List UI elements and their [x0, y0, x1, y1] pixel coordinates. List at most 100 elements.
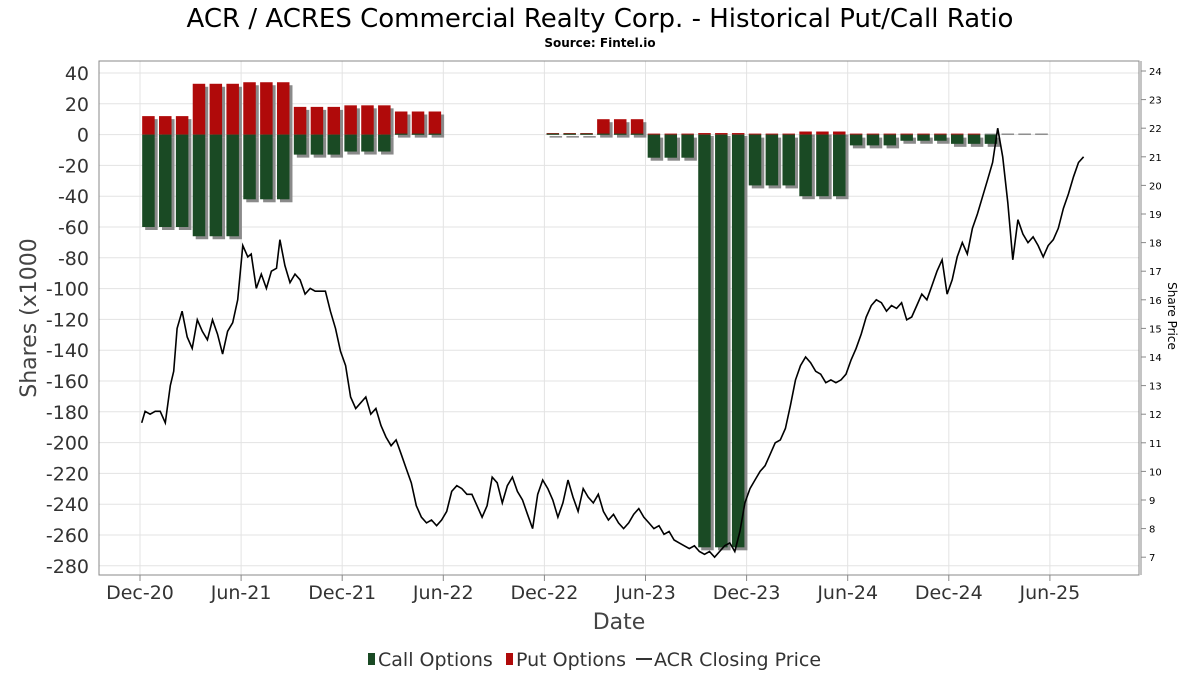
call-option-bar: [715, 134, 728, 548]
put-option-bar: [950, 133, 964, 135]
put-option-bar: [698, 133, 711, 135]
call-option-bar: [917, 134, 930, 141]
put-option-bar: [731, 133, 745, 135]
y2-tick-label: 8: [1149, 525, 1155, 536]
y2-tick-label: 13: [1149, 382, 1162, 393]
x-tick-label: Dec-22: [510, 582, 578, 604]
call-option-bar: [1018, 133, 1031, 135]
y-tick-label: 20: [65, 94, 89, 116]
put-option-bar: [647, 133, 661, 135]
put-option-bar: [883, 133, 897, 135]
put-option-bar: [243, 82, 256, 135]
call-option-bar: [293, 134, 307, 155]
y2-tick-label: 11: [1149, 439, 1162, 450]
chart-subtitle: Source: Fintel.io: [544, 36, 655, 50]
call-option-bar: [833, 134, 846, 197]
call-option-bar: [613, 133, 627, 135]
put-option-bar: [833, 131, 846, 135]
y2-tick-label: 19: [1149, 210, 1162, 221]
call-option-bar: [681, 134, 694, 158]
put-option-bar: [226, 83, 239, 135]
put-option-bar: [816, 131, 829, 135]
chart-title: ACR / ACRES Commercial Realty Corp. - Hi…: [187, 4, 1014, 34]
price-line-layer: [140, 128, 1085, 559]
y2-tick-label: 17: [1149, 267, 1162, 278]
bar-layer: [142, 82, 1048, 551]
call-option-bar: [276, 134, 290, 200]
put-option-bar-shadow: [549, 136, 563, 138]
put-option-bar: [765, 133, 779, 135]
put-option-bar: [344, 105, 357, 135]
call-option-bar: [597, 133, 610, 135]
y2-tick-label: 16: [1149, 296, 1162, 307]
call-option-bar: [866, 134, 880, 146]
call-option-bar: [546, 133, 560, 135]
call-option-bar: [344, 134, 357, 152]
y-axis-label: Shares (x1000: [17, 238, 42, 398]
call-option-bar: [192, 134, 206, 237]
call-option-bar: [361, 134, 374, 152]
put-option-bar: [934, 133, 947, 135]
call-option-bar: [428, 133, 442, 135]
y2-tick-label: 24: [1149, 67, 1162, 78]
y-tick-label: -180: [46, 402, 89, 424]
y2-tick-label: 12: [1149, 410, 1162, 421]
put-option-bar: [175, 116, 189, 135]
put-option-bar: [260, 82, 273, 135]
legend-label: Put Options: [516, 649, 626, 671]
y2-tick-label: 22: [1149, 124, 1162, 135]
put-option-bar: [900, 133, 913, 135]
x-tick-label: Dec-23: [713, 582, 781, 604]
y2-tick-label: 15: [1149, 324, 1162, 335]
y2-tick-label: 23: [1149, 96, 1162, 107]
y-tick-label: -20: [58, 155, 89, 177]
put-option-bar: [361, 105, 374, 135]
put-option-bar: [681, 133, 694, 135]
call-option-bar: [175, 134, 189, 227]
put-option-bar: [967, 133, 981, 135]
legend-label: Call Options: [378, 649, 493, 671]
x-axis-label: Date: [593, 610, 646, 635]
put-option-bar: [428, 111, 442, 135]
call-option-bar: [209, 134, 223, 237]
call-option-bar: [698, 134, 711, 548]
call-option-bar: [327, 134, 341, 155]
legend-swatch: [506, 653, 513, 665]
y-tick-label: -120: [46, 309, 89, 331]
put-option-bar: [849, 133, 863, 135]
put-option-bar: [597, 119, 610, 135]
price-line: [140, 128, 1085, 559]
legend: Call Options Put Options ACR Closing Price: [368, 649, 821, 671]
plot-frame: [98, 60, 1140, 576]
call-option-bar: [394, 133, 408, 135]
put-option-bar: [310, 106, 324, 135]
y2-axis-label: Share Price: [1165, 282, 1179, 350]
put-option-bar: [866, 133, 880, 135]
call-option-bar: [411, 133, 425, 135]
call-option-bar: [159, 134, 172, 227]
y-tick-label: -40: [58, 186, 89, 208]
put-option-bar: [613, 119, 627, 135]
call-option-bar: [630, 133, 644, 135]
y2-tick-label: 14: [1149, 353, 1162, 364]
call-option-bar: [260, 134, 273, 200]
put-option-bar: [192, 83, 206, 135]
put-option-bar: [293, 106, 307, 135]
put-option-bar: [327, 106, 341, 135]
call-option-bar: [883, 134, 897, 146]
x-tick-label: Jun-25: [1019, 582, 1081, 604]
put-option-bar: [209, 83, 223, 135]
call-option-bar: [900, 134, 913, 141]
call-option-bar: [647, 134, 661, 158]
call-option-bar: [580, 133, 593, 135]
put-option-bar: [782, 133, 795, 135]
call-option-bar: [226, 134, 239, 237]
y2-tick-labels: 24 23 22 21 20 19 18 17 16 15 14 13 12 11 10 9 8 7: [1141, 67, 1162, 564]
put-option-bar: [664, 133, 678, 135]
call-option-bar: [1035, 133, 1048, 135]
legend-swatch: [368, 653, 375, 665]
call-option-bar: [765, 134, 779, 186]
call-option-bar: [984, 134, 998, 144]
put-option-bar: [984, 133, 998, 135]
